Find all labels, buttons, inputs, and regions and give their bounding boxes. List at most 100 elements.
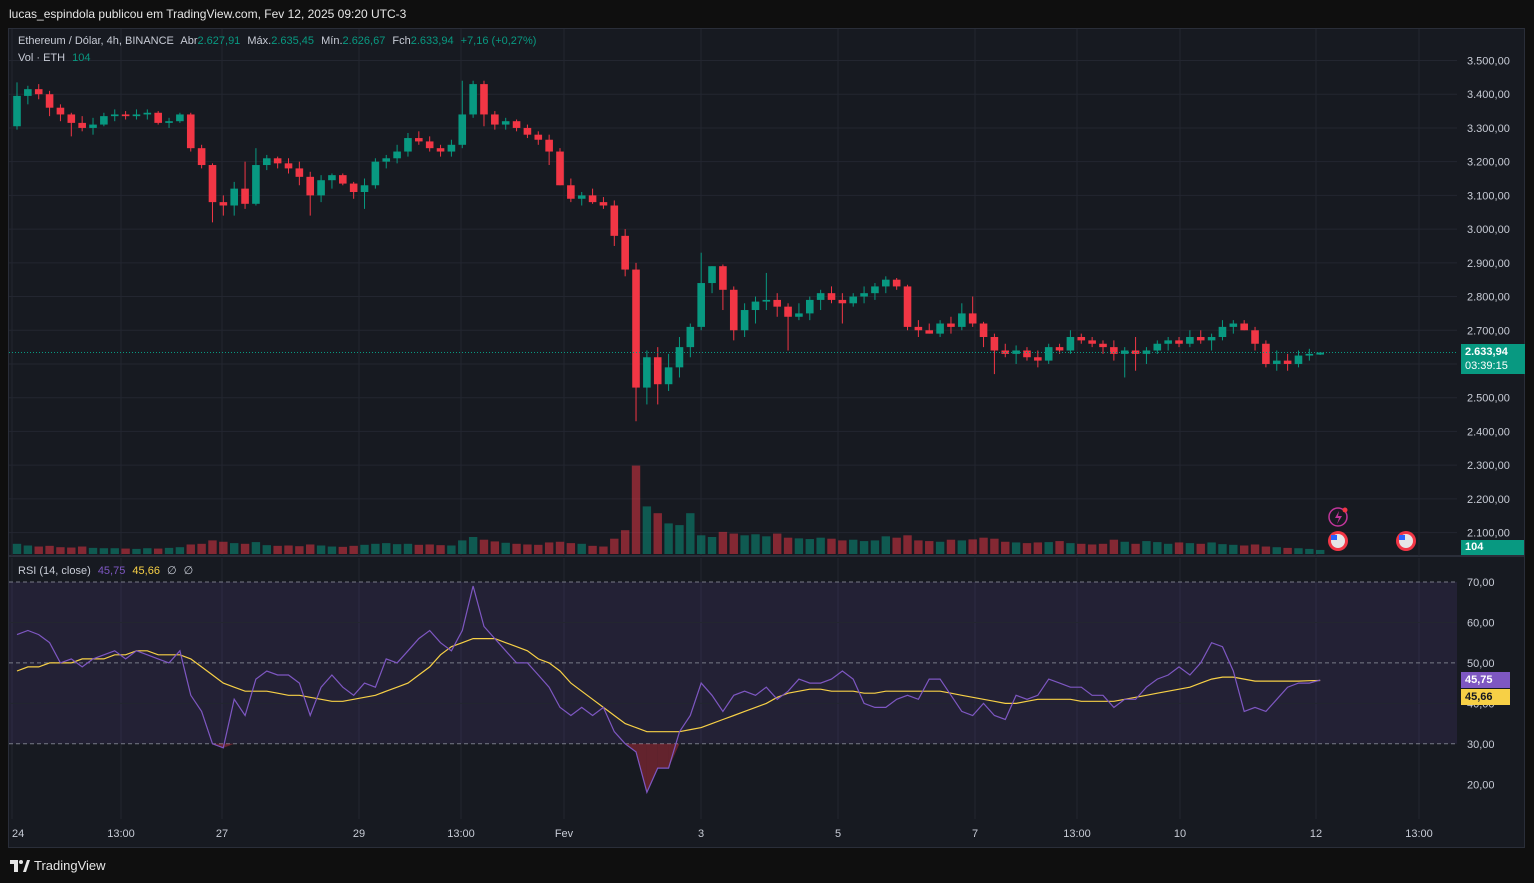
candle-body [13,95,21,127]
volume-bar [153,548,163,554]
volume-bar [414,544,424,554]
volume-bar [762,536,771,554]
volume-bar [34,546,43,554]
volume-bar [968,539,977,554]
volume-bar [1294,548,1303,554]
price-axis-tick: 2.900,00 [1467,258,1510,270]
volume-bar [316,545,326,554]
rsi-axis-tick: 60,00 [1467,617,1495,629]
candle-body [762,299,771,302]
volume-bar [1022,543,1032,554]
volume-bar [620,530,630,554]
volume-bar [262,545,271,554]
candle-body [34,89,43,95]
candle-body [1066,337,1075,351]
candle-body [577,195,586,199]
volume-bar [566,543,576,554]
volume-bar [740,535,749,554]
candle-body [892,279,901,287]
candle-body [588,195,597,203]
price-axis-tick: 2.400,00 [1467,426,1510,438]
candle-body [860,293,868,297]
volume-bar [121,548,130,554]
volume-bar [436,545,445,554]
volume-bar [1044,542,1053,554]
us-flag-canton [1331,535,1337,540]
candle-body [1283,360,1292,364]
volume-bar [675,525,684,554]
candle-body [176,114,184,122]
candle-body [1044,347,1053,361]
chart-canvas[interactable]: 24 13:00 27 29 13:00 Fev 3 5 7 13:00 10 12 13:00 3.50… [9,29,1524,847]
candle-body [24,89,32,96]
change-value: +7,16 (+0,27%) [460,35,537,47]
candle-body [686,326,695,348]
candle-body [925,330,934,334]
volume-bar [642,506,652,554]
tradingview-logo[interactable]: TradingView [10,858,106,873]
chart-frame[interactable]: 24 13:00 27 29 13:00 Fev 3 5 7 13:00 10 12 13:00 3.50… [8,28,1525,848]
candle-body [958,313,966,327]
volume-bar [979,537,988,554]
candle-body [458,114,467,145]
candle-body [284,163,293,169]
volume-bar [1142,541,1151,554]
rsi-extra-1: ∅ [167,565,177,577]
time-axis-tick: 13:00 [447,828,475,840]
volume-bar [56,547,65,554]
time-axis-tick: 27 [216,828,228,840]
volume-bar [175,547,185,554]
volume-bar [1316,549,1325,554]
volume-bar [555,541,565,554]
volume-bar [990,538,999,554]
volume-bar [859,541,869,554]
candle-body [708,266,716,284]
volume-bar [729,533,738,554]
volume-bar [88,547,98,554]
volume-bar [577,543,586,554]
volume-bar [653,513,662,554]
event-dot [1342,507,1348,513]
candle-body [1218,326,1227,338]
candle-body [1272,360,1281,364]
volume-bar [523,544,532,554]
candle-body [523,127,532,135]
candle-body [740,310,749,331]
candle-body [556,151,564,186]
candle-body [1088,340,1096,344]
lightning-event-icon [1328,507,1348,527]
rsi-ma-line [16,637,1321,733]
candle-body [1175,340,1183,344]
countdown-value: 03:39:15 [1465,360,1508,372]
rsi-ma-tag: 45,66 [1461,689,1510,705]
open-label: Abr [180,35,198,47]
volume-bar [773,533,782,554]
volume-bar [946,539,956,554]
price-axis-tick: 2.500,00 [1467,393,1510,405]
candle-body [328,175,336,181]
candle-body [154,112,162,123]
time-axis-tick: 24 [12,828,24,840]
symbol-label[interactable]: Ethereum / Dólar, 4h, BINANCE [18,35,174,47]
candle-body [425,141,434,149]
volume-bar [925,541,934,554]
volume-bar [273,545,282,554]
rsi-oversold-fill [657,743,669,769]
volume-bar [143,548,152,554]
last-price-value: 2.633,94 [1465,346,1508,358]
rsi-label[interactable]: RSI (14, close) [18,565,91,577]
candle-body [143,112,152,115]
volume-bar [631,465,641,554]
lightning-glyph [1335,511,1342,524]
volume-bar [479,539,489,554]
candle-body [784,306,792,317]
volume-label[interactable]: Vol · ETH [18,52,66,64]
candle-body [936,323,944,334]
candle-body [1294,355,1303,364]
candle-body [317,180,325,196]
volume-bar [544,542,554,554]
candle-body [1186,337,1194,344]
volume-bar [1261,546,1271,554]
candle-body [382,158,391,162]
volume-bar [468,537,478,554]
